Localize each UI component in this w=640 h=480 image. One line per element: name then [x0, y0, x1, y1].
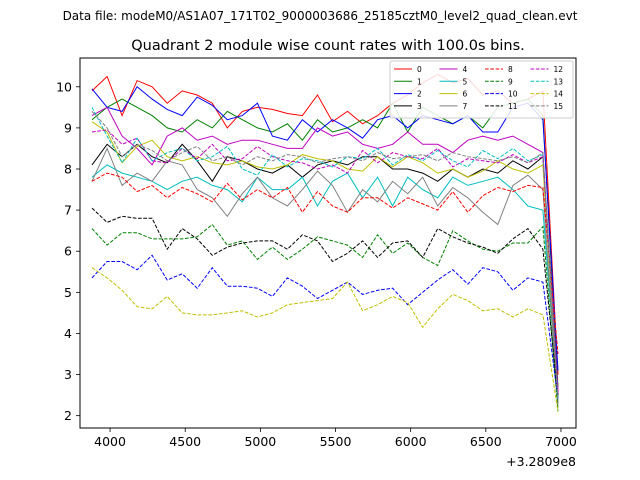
x-tick-label: 7000: [545, 434, 577, 449]
series-line-15: [91, 111, 559, 404]
series-line-14: [91, 267, 559, 412]
legend-label-13: 13: [554, 77, 564, 86]
legend-label-10: 10: [508, 90, 518, 99]
y-tick-label: 9: [64, 120, 72, 135]
series-line-12: [91, 129, 559, 394]
legend-label-7: 7: [463, 102, 468, 111]
legend-label-8: 8: [508, 65, 513, 74]
legend-label-3: 3: [417, 102, 422, 111]
x-tick-label: 6000: [395, 434, 427, 449]
series-line-4: [91, 106, 559, 392]
legend-label-15: 15: [554, 102, 564, 111]
y-tick-label: 3: [64, 367, 72, 382]
legend-label-2: 2: [417, 90, 422, 99]
x-tick-label: 5000: [244, 434, 276, 449]
y-tick-label: 4: [64, 326, 72, 341]
series-layer: [91, 73, 559, 412]
series-line-7: [91, 147, 559, 408]
x-tick-label: 4000: [94, 434, 126, 449]
y-tick-label: 7: [64, 203, 72, 218]
series-line-11: [91, 207, 559, 398]
x-tick-label: 5500: [320, 434, 352, 449]
series-line-5: [91, 164, 559, 400]
y-tick-label: 5: [64, 285, 72, 300]
legend-label-5: 5: [463, 77, 468, 86]
x-tick-label: 6500: [470, 434, 502, 449]
series-line-6: [91, 121, 559, 404]
suptitle: Data file: modeM0/AS1A07_171T02_90000036…: [63, 9, 578, 23]
legend-label-9: 9: [508, 77, 513, 86]
series-line-2: [91, 86, 559, 371]
x-offset-label: +3.2809e8: [506, 454, 576, 469]
series-line-13: [91, 107, 559, 402]
chart-title: Quadrant 2 module wise count rates with …: [131, 38, 525, 54]
x-tick-label: 4500: [169, 434, 201, 449]
legend-label-11: 11: [508, 102, 518, 111]
plot-frame: [79, 57, 577, 429]
legend-box: [389, 60, 574, 119]
legend-label-1: 1: [417, 77, 422, 86]
legend-label-6: 6: [463, 90, 468, 99]
series-line-10: [91, 254, 559, 400]
legend-label-4: 4: [463, 65, 468, 74]
y-tick-label: 8: [64, 162, 72, 177]
series-line-9: [91, 223, 559, 412]
y-tick-label: 6: [64, 244, 72, 259]
y-tick-label: 2: [64, 408, 72, 423]
y-tick-label: 10: [56, 79, 72, 94]
series-line-8: [91, 172, 559, 355]
legend-label-14: 14: [554, 90, 564, 99]
legend-label-0: 0: [417, 65, 422, 74]
legend-label-12: 12: [554, 65, 564, 74]
